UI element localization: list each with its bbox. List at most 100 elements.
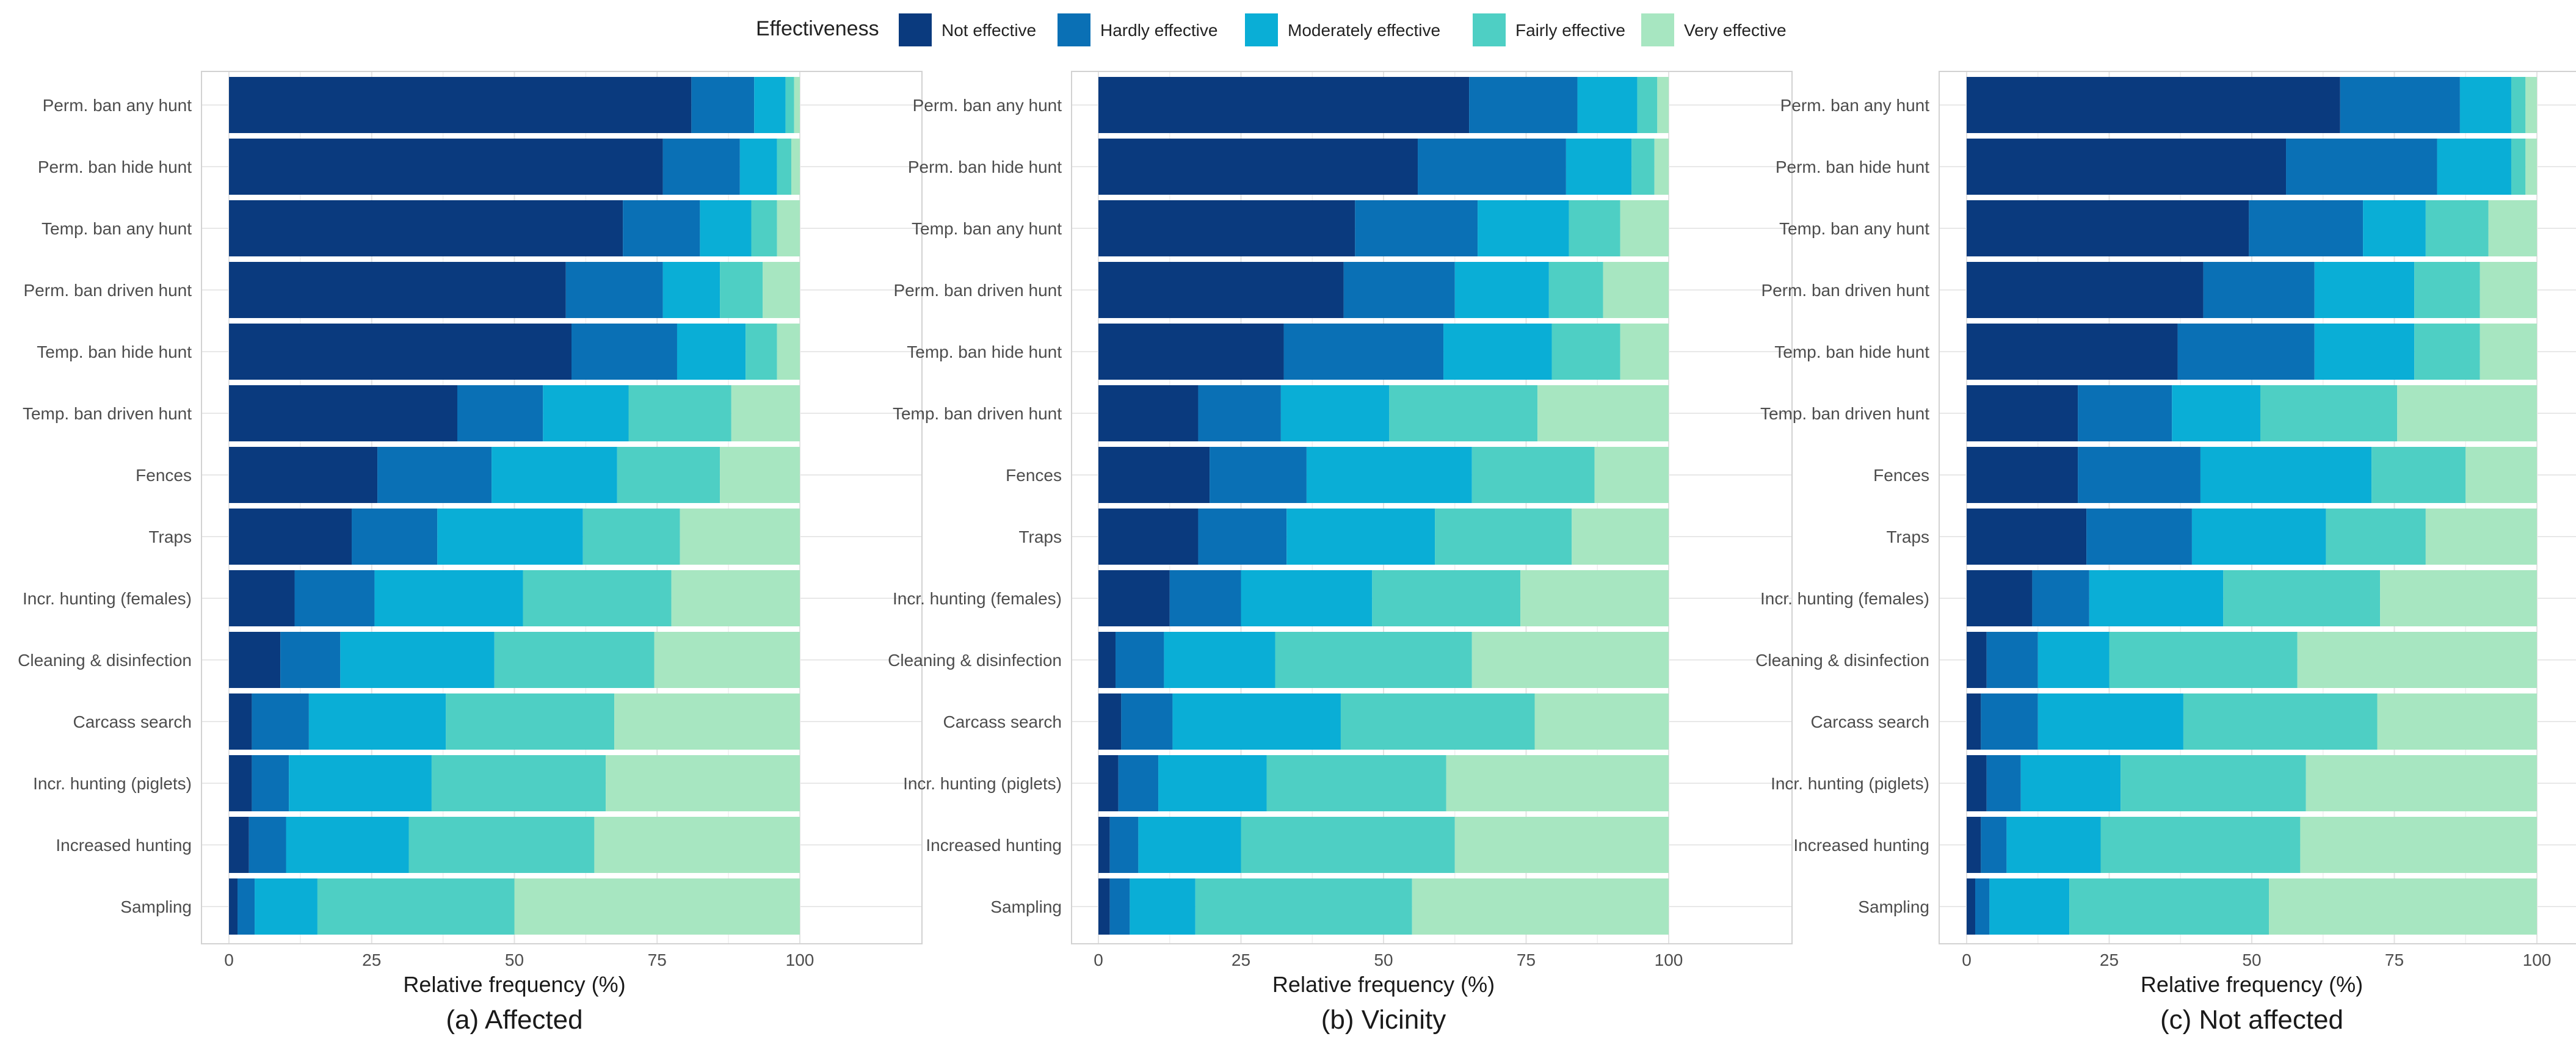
category-label: Perm. ban any hunt — [1780, 96, 1930, 115]
category-label: Carcass search — [73, 712, 192, 731]
bar-temp-ban-hide-hunt-fairly-effective — [746, 324, 777, 380]
bar-perm-ban-any-hunt-hardly-effective — [1469, 77, 1578, 133]
category-label: Perm. ban any hunt — [913, 96, 1062, 115]
bar-increased-hunting-not-effective — [1967, 817, 1981, 873]
bar-fences-moderately-effective — [492, 447, 617, 503]
bar-temp-ban-driven-hunt-not-effective — [1967, 385, 2078, 441]
x-axis-label: Relative frequency (%) — [1272, 972, 1495, 997]
bar-perm-ban-driven-hunt-moderately-effective — [1454, 262, 1549, 318]
bar-perm-ban-hide-hunt-moderately-effective — [2437, 139, 2511, 195]
category-label: Carcass search — [943, 712, 1062, 731]
bar-fences-not-effective — [1098, 447, 1210, 503]
x-tick-label: 25 — [1232, 950, 1250, 969]
bar-temp-ban-driven-hunt-hardly-effective — [457, 385, 543, 441]
bar-perm-ban-hide-hunt-not-effective — [1098, 139, 1418, 195]
bar-temp-ban-any-hunt-moderately-effective — [1478, 200, 1569, 256]
bar-fences-very-effective — [1594, 447, 1669, 503]
bar-perm-ban-hide-hunt-not-effective — [1967, 139, 2287, 195]
category-label: Temp. ban hide hunt — [907, 342, 1062, 361]
bar-incr-hunting-piglets-moderately-effective — [1158, 755, 1267, 811]
bar-incr-hunting-females-hardly-effective — [2032, 570, 2089, 626]
bar-sampling-not-effective — [229, 878, 238, 935]
bar-cleaning-disinfection-moderately-effective — [2037, 632, 2110, 688]
bar-traps-very-effective — [2425, 509, 2537, 565]
bar-carcass-search-hardly-effective — [252, 693, 309, 750]
bar-sampling-very-effective — [2269, 878, 2537, 935]
bar-perm-ban-driven-hunt-not-effective — [1967, 262, 2204, 318]
bar-perm-ban-driven-hunt-not-effective — [229, 262, 566, 318]
bar-increased-hunting-hardly-effective — [249, 817, 286, 873]
bar-temp-ban-driven-hunt-fairly-effective — [1389, 385, 1538, 441]
bar-perm-ban-any-hunt-very-effective — [2525, 77, 2537, 133]
bar-carcass-search-moderately-effective — [308, 693, 446, 750]
bar-perm-ban-any-hunt-hardly-effective — [2340, 77, 2460, 133]
bar-incr-hunting-piglets-hardly-effective — [252, 755, 289, 811]
bar-perm-ban-any-hunt-fairly-effective — [2511, 77, 2526, 133]
bar-incr-hunting-piglets-fairly-effective — [431, 755, 606, 811]
bar-cleaning-disinfection-fairly-effective — [494, 632, 655, 688]
bar-increased-hunting-not-effective — [1098, 817, 1110, 873]
bar-perm-ban-driven-hunt-fairly-effective — [2414, 262, 2480, 318]
bar-traps-moderately-effective — [2191, 509, 2326, 565]
bar-incr-hunting-females-very-effective — [1520, 570, 1669, 626]
bar-fences-fairly-effective — [1471, 447, 1595, 503]
bar-sampling-moderately-effective — [1989, 878, 2070, 935]
bar-perm-ban-driven-hunt-hardly-effective — [2203, 262, 2315, 318]
bar-temp-ban-hide-hunt-fairly-effective — [1551, 324, 1620, 380]
x-tick-label: 25 — [2100, 950, 2119, 969]
category-label: Incr. hunting (piglets) — [903, 774, 1062, 793]
bar-perm-ban-any-hunt-moderately-effective — [1577, 77, 1638, 133]
category-label: Sampling — [990, 897, 1062, 916]
x-tick-label: 75 — [648, 950, 667, 969]
bar-temp-ban-any-hunt-moderately-effective — [700, 200, 752, 256]
bar-temp-ban-hide-hunt-moderately-effective — [677, 324, 746, 380]
bar-perm-ban-driven-hunt-hardly-effective — [1343, 262, 1455, 318]
bar-temp-ban-hide-hunt-not-effective — [229, 324, 571, 380]
bar-temp-ban-any-hunt-very-effective — [1620, 200, 1669, 256]
bar-sampling-hardly-effective — [1975, 878, 1990, 935]
bar-traps-very-effective — [1572, 509, 1669, 565]
bar-increased-hunting-moderately-effective — [286, 817, 409, 873]
category-label: Temp. ban hide hunt — [1774, 342, 1929, 361]
bar-incr-hunting-piglets-not-effective — [1098, 755, 1119, 811]
bar-increased-hunting-hardly-effective — [1109, 817, 1139, 873]
legend-label: Hardly effective — [1100, 21, 1218, 40]
category-label: Temp. ban any hunt — [912, 219, 1062, 238]
x-tick-label: 0 — [1094, 950, 1103, 969]
bar-temp-ban-any-hunt-fairly-effective — [2425, 200, 2489, 256]
bar-incr-hunting-females-hardly-effective — [1169, 570, 1241, 626]
bar-perm-ban-hide-hunt-very-effective — [1654, 139, 1669, 195]
bar-perm-ban-any-hunt-fairly-effective — [785, 77, 794, 133]
x-tick-label: 0 — [1962, 950, 1972, 969]
bar-perm-ban-any-hunt-moderately-effective — [754, 77, 786, 133]
bar-traps-not-effective — [229, 509, 352, 565]
category-label: Perm. ban hide hunt — [1776, 158, 1929, 176]
bar-temp-ban-driven-hunt-moderately-effective — [2172, 385, 2261, 441]
category-label: Carcass search — [1810, 712, 1929, 731]
bar-sampling-not-effective — [1098, 878, 1110, 935]
bar-sampling-moderately-effective — [255, 878, 317, 935]
bar-traps-fairly-effective — [2326, 509, 2426, 565]
category-label: Incr. hunting (females) — [23, 589, 192, 608]
bar-incr-hunting-piglets-very-effective — [606, 755, 800, 811]
bar-carcass-search-not-effective — [1967, 693, 1981, 750]
bar-temp-ban-hide-hunt-very-effective — [777, 324, 800, 380]
bar-sampling-hardly-effective — [238, 878, 255, 935]
bar-traps-moderately-effective — [437, 509, 583, 565]
bar-perm-ban-hide-hunt-fairly-effective — [2511, 139, 2526, 195]
bar-incr-hunting-piglets-hardly-effective — [1986, 755, 2021, 811]
bar-temp-ban-hide-hunt-very-effective — [1620, 324, 1669, 380]
bar-incr-hunting-piglets-fairly-effective — [2121, 755, 2306, 811]
bar-temp-ban-hide-hunt-moderately-effective — [2314, 324, 2415, 380]
category-label: Incr. hunting (females) — [1760, 589, 1929, 608]
bar-traps-hardly-effective — [352, 509, 438, 565]
bar-carcass-search-moderately-effective — [2037, 693, 2183, 750]
bar-increased-hunting-not-effective — [229, 817, 249, 873]
bar-incr-hunting-females-moderately-effective — [1241, 570, 1373, 626]
bar-perm-ban-hide-hunt-very-effective — [2525, 139, 2537, 195]
bar-temp-ban-hide-hunt-hardly-effective — [2177, 324, 2315, 380]
bar-increased-hunting-moderately-effective — [1138, 817, 1241, 873]
bar-cleaning-disinfection-not-effective — [1967, 632, 1987, 688]
bar-carcass-search-hardly-effective — [1121, 693, 1173, 750]
